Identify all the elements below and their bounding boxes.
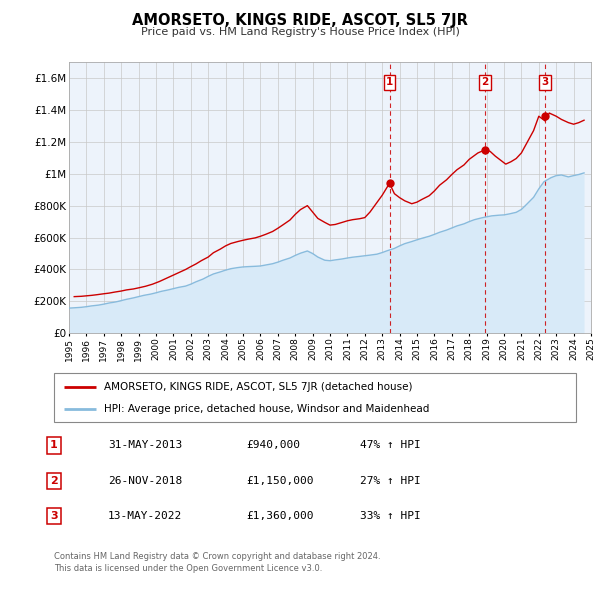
- Text: 13-MAY-2022: 13-MAY-2022: [108, 512, 182, 521]
- Text: 1: 1: [386, 77, 393, 87]
- Text: AMORSETO, KINGS RIDE, ASCOT, SL5 7JR: AMORSETO, KINGS RIDE, ASCOT, SL5 7JR: [132, 13, 468, 28]
- Text: 1: 1: [50, 441, 58, 450]
- Text: 47% ↑ HPI: 47% ↑ HPI: [360, 441, 421, 450]
- Text: Price paid vs. HM Land Registry's House Price Index (HPI): Price paid vs. HM Land Registry's House …: [140, 27, 460, 37]
- Text: 3: 3: [542, 77, 549, 87]
- Text: 3: 3: [50, 512, 58, 521]
- Text: This data is licensed under the Open Government Licence v3.0.: This data is licensed under the Open Gov…: [54, 564, 322, 573]
- Text: 2: 2: [50, 476, 58, 486]
- Text: HPI: Average price, detached house, Windsor and Maidenhead: HPI: Average price, detached house, Wind…: [104, 404, 429, 414]
- Text: 2: 2: [482, 77, 489, 87]
- Text: 31-MAY-2013: 31-MAY-2013: [108, 441, 182, 450]
- Text: 33% ↑ HPI: 33% ↑ HPI: [360, 512, 421, 521]
- Text: £940,000: £940,000: [246, 441, 300, 450]
- Text: 27% ↑ HPI: 27% ↑ HPI: [360, 476, 421, 486]
- Text: AMORSETO, KINGS RIDE, ASCOT, SL5 7JR (detached house): AMORSETO, KINGS RIDE, ASCOT, SL5 7JR (de…: [104, 382, 412, 392]
- Text: 26-NOV-2018: 26-NOV-2018: [108, 476, 182, 486]
- Text: £1,150,000: £1,150,000: [246, 476, 314, 486]
- Text: Contains HM Land Registry data © Crown copyright and database right 2024.: Contains HM Land Registry data © Crown c…: [54, 552, 380, 561]
- Text: £1,360,000: £1,360,000: [246, 512, 314, 521]
